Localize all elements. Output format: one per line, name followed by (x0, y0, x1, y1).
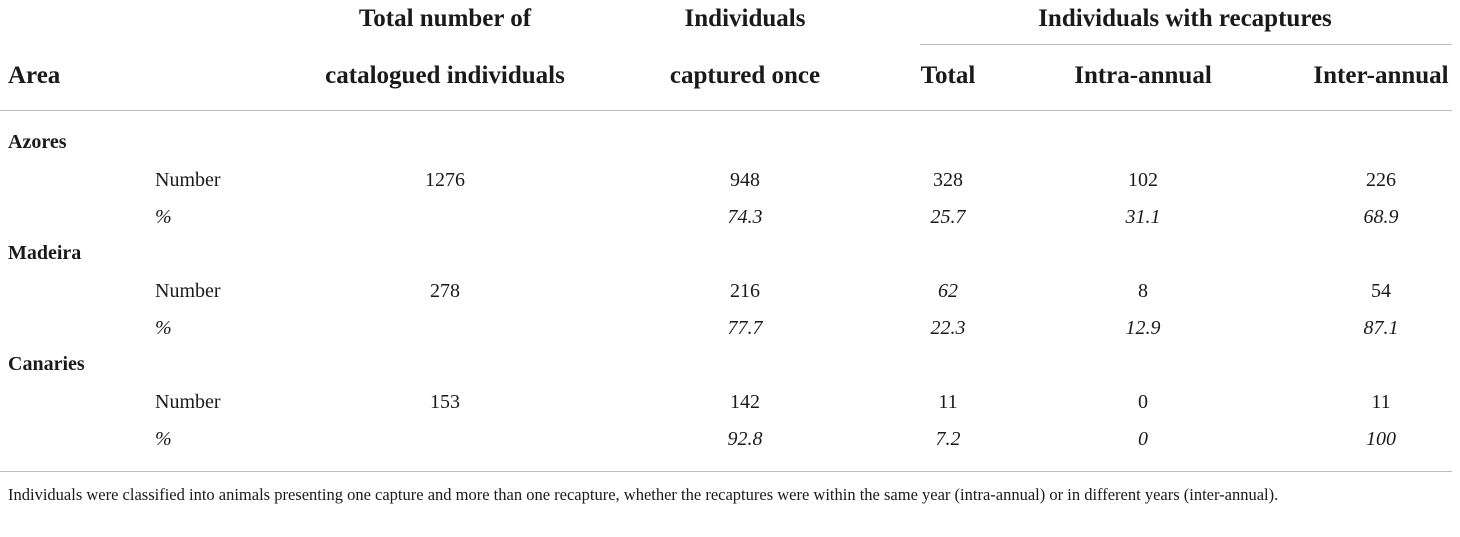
row-label: % (155, 428, 172, 450)
cell-inter: 68.9 (1363, 206, 1399, 228)
row-label: Number (155, 391, 221, 413)
cell-intra: 31.1 (1125, 206, 1161, 228)
cell-intra: 8 (1138, 280, 1148, 302)
cell-once: 948 (730, 169, 760, 191)
cell-intra: 0 (1138, 428, 1148, 450)
cell-rec-total: 22.3 (930, 317, 966, 339)
cell-rec-total: 7.2 (935, 428, 961, 450)
table-bottom-rule (0, 471, 1452, 472)
row-label: % (155, 206, 172, 228)
area-label: Azores (8, 131, 67, 153)
cell-inter: 100 (1366, 428, 1396, 450)
group-divider (920, 44, 1452, 45)
header-total-line1: Total number of (358, 5, 532, 32)
cell-inter: 11 (1371, 391, 1391, 413)
header-divider (0, 110, 1452, 111)
area-label: Madeira (8, 242, 82, 264)
cell-rec-total: 62 (938, 280, 958, 302)
cell-once: 92.8 (727, 428, 763, 450)
cell-inter: 54 (1371, 280, 1391, 302)
cell-inter: 226 (1366, 169, 1396, 191)
header-rec-inter: Inter-annual (1313, 62, 1449, 89)
area-label: Canaries (8, 353, 85, 375)
cell-rec-total: 11 (938, 391, 958, 413)
cell-intra: 0 (1138, 391, 1148, 413)
cell-once: 142 (730, 391, 760, 413)
cell-total: 153 (430, 391, 460, 413)
cell-once: 74.3 (727, 206, 763, 228)
cell-total: 1276 (425, 169, 465, 191)
header-rec-total: Total (920, 62, 976, 89)
row-label: % (155, 317, 172, 339)
cell-inter: 87.1 (1363, 317, 1399, 339)
header-once-line2: captured once (669, 62, 821, 89)
header-total-line2: catalogued individuals (325, 62, 565, 89)
row-label: Number (155, 280, 221, 302)
table-footnote: Individuals were classified into animals… (8, 485, 1279, 504)
cell-intra: 12.9 (1125, 317, 1161, 339)
header-rec-intra: Intra-annual (1074, 62, 1212, 89)
row-label: Number (155, 169, 221, 191)
cell-once: 216 (730, 280, 760, 302)
cell-rec-total: 328 (933, 169, 963, 191)
header-recaptures-group: Individuals with recaptures (1038, 5, 1332, 32)
cell-total: 278 (430, 280, 460, 302)
cell-intra: 102 (1128, 169, 1158, 191)
cell-once: 77.7 (727, 317, 763, 339)
header-once-line1: Individuals (684, 5, 806, 32)
header-area: Area (8, 62, 61, 89)
cell-rec-total: 25.7 (930, 206, 966, 228)
